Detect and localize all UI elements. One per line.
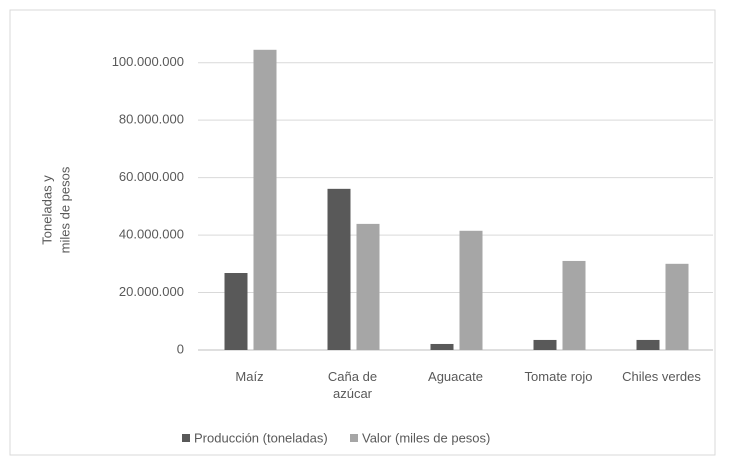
bar: [224, 273, 248, 350]
x-tick-label: Caña de azúcar: [327, 369, 378, 401]
y-tick-label: 0: [177, 341, 184, 356]
legend-swatch: [350, 434, 358, 442]
legend-swatch: [182, 434, 190, 442]
bar: [459, 230, 483, 350]
legend-label: Valor (miles de pesos): [362, 430, 490, 445]
y-tick-label: 40.000.000: [119, 227, 184, 242]
bar: [533, 339, 557, 350]
x-tick-label: Aguacate: [428, 369, 483, 384]
x-tick-label: Tomate rojo: [524, 369, 593, 384]
bar: [636, 339, 660, 350]
y-tick-label: 60.000.000: [119, 169, 184, 184]
legend-label: Producción (toneladas): [194, 430, 328, 445]
bar: [562, 260, 586, 350]
bar: [253, 49, 277, 351]
bar: [356, 223, 380, 350]
y-tick-label: 80.000.000: [119, 112, 184, 127]
bar: [665, 263, 689, 350]
y-tick-label: 20.000.000: [119, 284, 184, 299]
y-tick-label: 100.000.000: [112, 54, 184, 69]
x-tick-label: Maíz: [235, 369, 264, 384]
bar: [430, 343, 454, 350]
bar: [327, 188, 351, 350]
y-axis-label: Toneladas y: [39, 175, 54, 245]
y-axis-label: miles de pesos: [57, 166, 72, 253]
x-tick-label: Chiles verdes: [622, 369, 701, 384]
